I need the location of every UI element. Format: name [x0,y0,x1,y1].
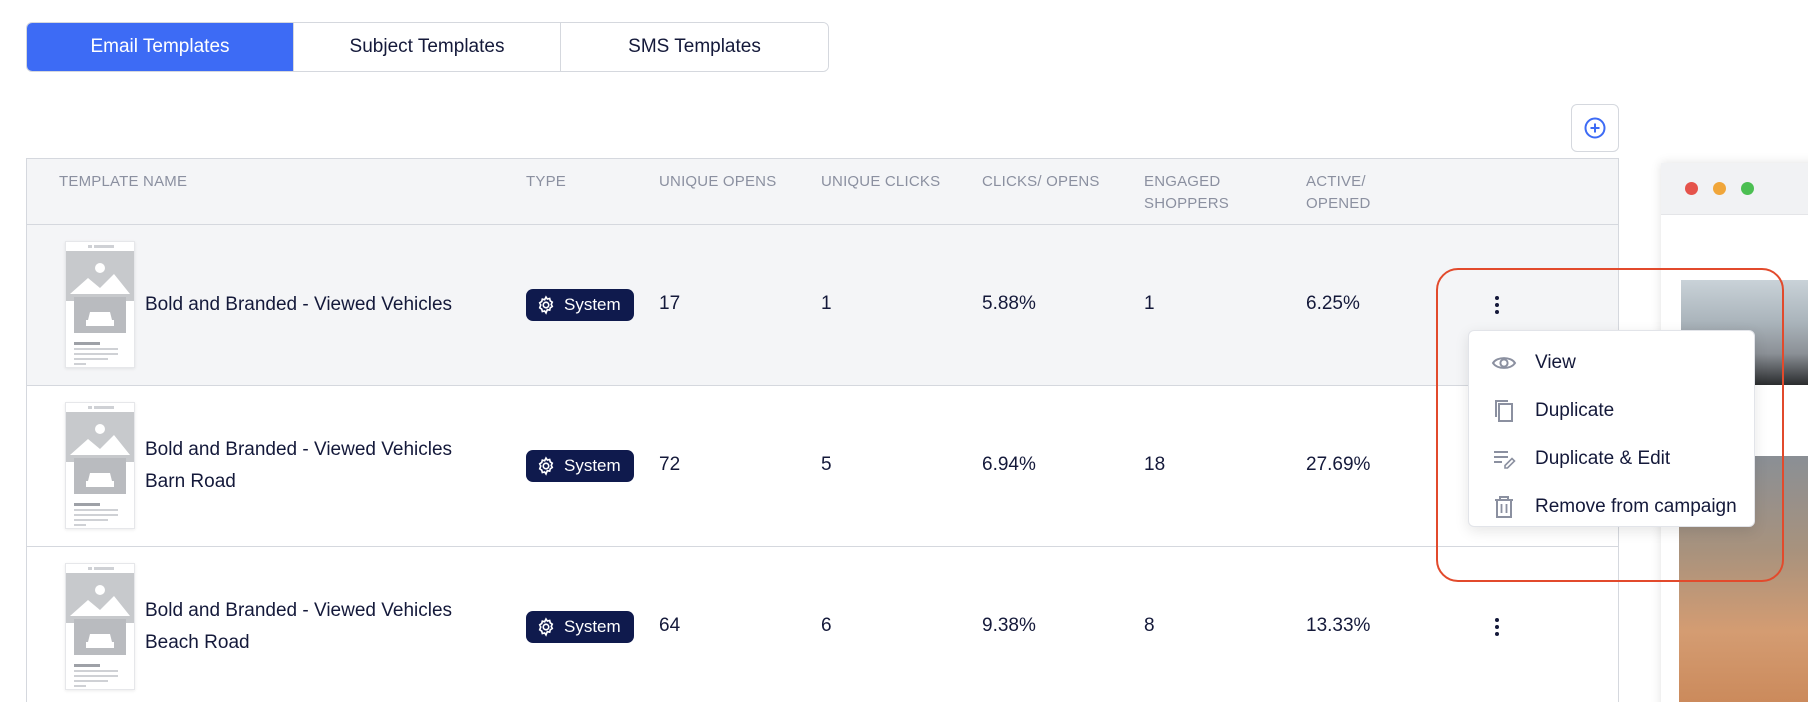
template-name-line2: Barn Road [145,471,236,492]
active-opened-value: 27.69% [1306,454,1371,475]
gear-icon [538,456,554,476]
template-tabs: Email Templates Subject Templates SMS Te… [26,22,829,72]
unique-opens-value: 64 [659,615,681,636]
tab-email-templates[interactable]: Email Templates [27,23,294,71]
clicks-opens-value: 5.88% [982,293,1036,314]
template-name-line1: Bold and Branded - Viewed Vehicles [145,294,453,315]
header-type: TYPE [526,173,566,190]
active-opened-value: 6.25% [1306,293,1360,314]
active-opened-value: 13.33% [1306,615,1371,636]
unique-opens-value: 72 [659,454,681,475]
gear-icon [538,295,554,315]
row-actions-menu: View Duplicate Duplicate & Edit Remove f… [1468,330,1755,527]
window-minimize-dot [1713,182,1726,195]
template-name-line2: Beach Road [145,632,250,653]
unique-clicks-value: 6 [821,615,832,636]
type-badge-label: System [564,295,621,314]
clicks-opens-value: 6.94% [982,454,1036,475]
menu-item-label: Remove from campaign [1535,496,1737,517]
type-badge: System [526,450,634,482]
header-clicks-opens: CLICKS/ OPENS [982,173,1100,190]
copy-icon [1495,400,1513,422]
window-maximize-dot [1741,182,1754,195]
type-badge-label: System [564,617,621,636]
menu-item-duplicate-edit[interactable]: Duplicate & Edit [1469,435,1754,483]
tab-subject-templates[interactable]: Subject Templates [294,23,561,71]
row-more-actions-button[interactable] [1485,293,1509,317]
gear-icon [538,617,554,637]
menu-item-remove[interactable]: Remove from campaign [1469,483,1754,531]
engaged-shoppers-value: 8 [1144,615,1155,636]
header-template-name: TEMPLATE NAME [59,173,188,190]
header-engaged-line1: ENGAGED [1144,173,1221,190]
type-badge: System [526,611,634,643]
type-badge-label: System [564,456,621,475]
window-close-dot [1685,182,1698,195]
preview-window-bar [1661,163,1808,215]
row-more-actions-button[interactable] [1485,615,1509,639]
header-engaged-line2: SHOPPERS [1144,195,1229,212]
template-name-line1: Bold and Branded - Viewed Vehicles [145,600,453,621]
unique-clicks-value: 5 [821,454,832,475]
template-thumbnail[interactable] [65,402,135,529]
type-badge: System [526,289,634,321]
tab-sms-templates[interactable]: SMS Templates [561,23,828,71]
edit-list-icon [1494,451,1516,469]
unique-clicks-value: 1 [821,293,832,314]
template-thumbnail[interactable] [65,241,135,368]
eye-icon [1491,357,1517,369]
table-row[interactable]: Bold and Branded - Viewed Vehicles System… [27,225,1618,386]
template-thumbnail[interactable] [65,563,135,690]
trash-icon [1495,496,1513,518]
template-name[interactable]: Bold and Branded - Viewed Vehicles [145,225,475,385]
engaged-shoppers-value: 18 [1144,454,1166,475]
template-name[interactable]: Bold and Branded - Viewed Vehicles Beach … [145,547,475,702]
template-name[interactable]: Bold and Branded - Viewed Vehicles Barn R… [145,386,475,546]
plus-circle-icon [1584,117,1606,139]
header-unique-opens: UNIQUE OPENS [659,173,777,190]
table-header: TEMPLATE NAME TYPE UNIQUE OPENS UNIQUE C… [27,159,1618,225]
menu-item-view[interactable]: View [1469,339,1754,387]
header-unique-clicks: UNIQUE CLICKS [821,173,941,190]
clicks-opens-value: 9.38% [982,615,1036,636]
template-name-line1: Bold and Branded - Viewed Vehicles [145,439,453,460]
header-active-line2: OPENED [1306,195,1371,212]
menu-item-duplicate[interactable]: Duplicate [1469,387,1754,435]
header-engaged-shoppers: ENGAGED SHOPPERS [1144,171,1229,215]
menu-item-label: Duplicate & Edit [1535,448,1671,469]
table-row[interactable]: Bold and Branded - Viewed Vehicles Barn R… [27,386,1618,547]
unique-opens-value: 17 [659,293,681,314]
table-row[interactable]: Bold and Branded - Viewed Vehicles Beach … [27,547,1618,702]
header-active-opened: ACTIVE/ OPENED [1306,171,1371,215]
engaged-shoppers-value: 1 [1144,293,1155,314]
header-active-line1: ACTIVE/ [1306,173,1366,190]
menu-item-label: Duplicate [1535,400,1615,421]
templates-table: TEMPLATE NAME TYPE UNIQUE OPENS UNIQUE C… [26,158,1619,702]
add-template-button[interactable] [1571,104,1619,152]
menu-item-label: View [1535,352,1576,373]
